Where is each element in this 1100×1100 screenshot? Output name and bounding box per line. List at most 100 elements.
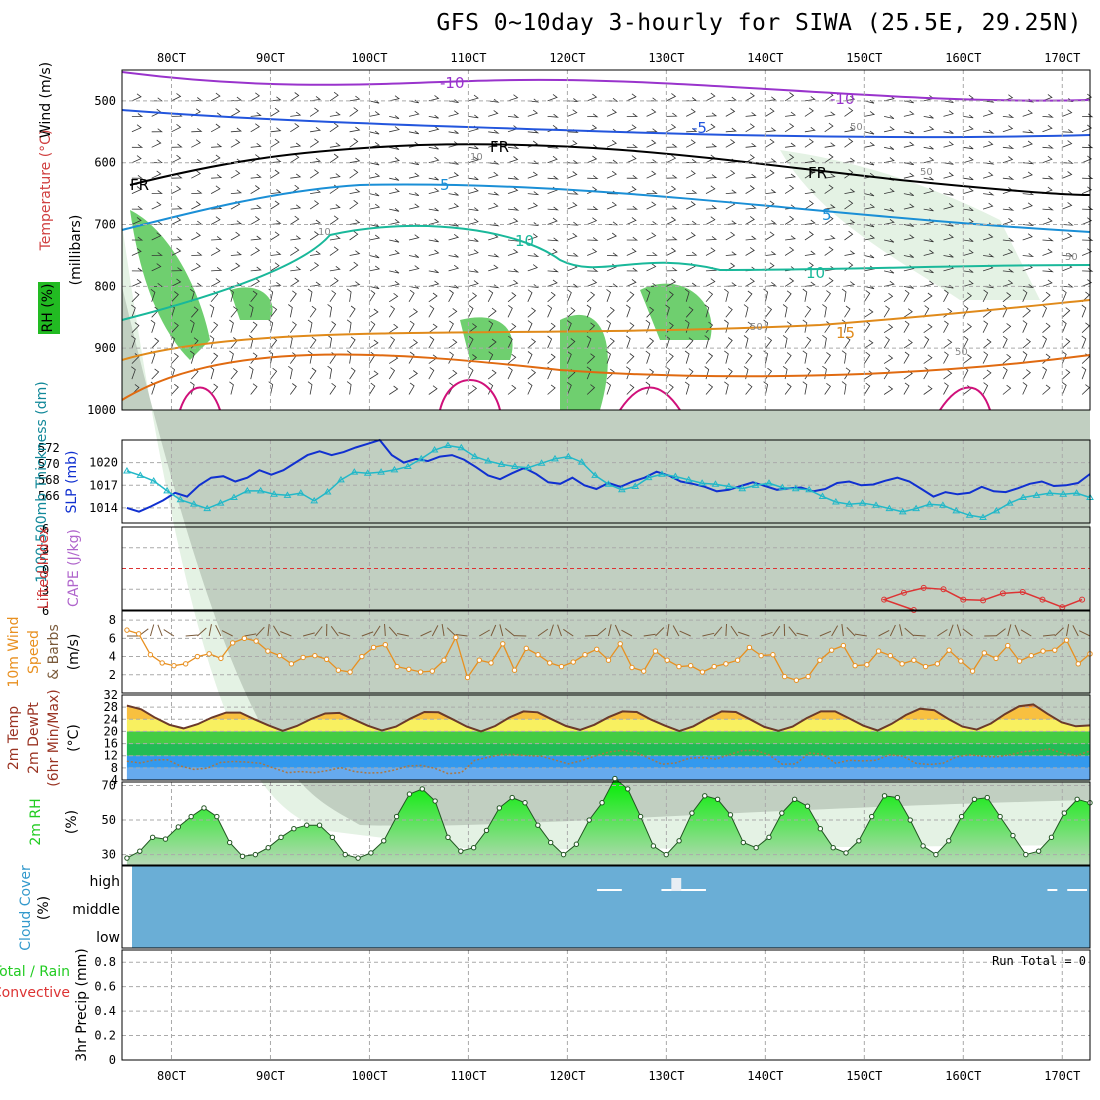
- wind-barb: [527, 129, 540, 134]
- wind-barb: [1081, 335, 1087, 349]
- wind-barb: [587, 279, 598, 287]
- wind-barb: [488, 264, 499, 272]
- wind-barb: [705, 92, 716, 102]
- wind-barb: [982, 110, 994, 117]
- wind-barb: [587, 248, 598, 256]
- rh2m-point: [419, 786, 425, 792]
- wind-barb: [428, 292, 438, 303]
- wind-barb: [625, 366, 631, 380]
- thickness-point: [885, 504, 894, 512]
- wind-barb: [1042, 248, 1053, 256]
- wind-speed-point: [699, 669, 706, 675]
- thickness-point: [751, 481, 760, 488]
- wind-barb: [131, 217, 142, 225]
- wind-barb: [884, 115, 895, 119]
- wind-barb: [782, 365, 788, 380]
- wind-barb: [883, 336, 890, 349]
- wind-barb: [250, 204, 262, 210]
- wind-speed-point: [594, 646, 600, 652]
- wind-barb: [373, 625, 381, 637]
- wind-barb: [547, 217, 558, 225]
- wind-barb: [468, 280, 479, 287]
- wind-barb: [903, 234, 915, 241]
- wind-barb: [725, 220, 737, 225]
- wind-barb: [397, 633, 409, 637]
- wind-barb: [547, 291, 556, 303]
- wind-barb: [963, 323, 972, 334]
- wind-barb: [189, 350, 195, 364]
- wind-barb: [250, 92, 261, 102]
- wind-barb: [982, 202, 994, 210]
- wind-barb: [943, 338, 953, 349]
- wind-barb: [468, 249, 479, 256]
- wind-barb: [408, 130, 420, 135]
- wind-barb: [487, 351, 494, 364]
- wind-barb: [672, 625, 680, 637]
- contour-10: [121, 224, 1091, 321]
- thickness-axis-label: 1000-500mb Thickness (dm): [34, 381, 50, 582]
- wind-barb: [131, 205, 144, 210]
- wind-barb: [329, 235, 341, 241]
- wind-barb: [567, 338, 576, 349]
- wind-barb: [982, 171, 994, 179]
- wind-barb: [822, 365, 827, 380]
- rh2m-point: [406, 791, 413, 797]
- contour-25: [179, 379, 991, 411]
- wind-speed-point: [805, 673, 811, 680]
- wind-barb: [487, 307, 497, 318]
- wind-barb: [1042, 353, 1051, 364]
- y-tick-label: 500: [94, 94, 116, 108]
- wind-speed-point: [558, 663, 565, 670]
- wind-barb: [943, 308, 953, 318]
- wind-barb: [504, 628, 515, 637]
- wind-barb: [428, 336, 435, 349]
- wind-barb: [448, 284, 459, 289]
- wind-barb: [289, 352, 297, 364]
- wind-speed-point: [817, 657, 823, 663]
- wind-barb: [1081, 155, 1093, 164]
- wind-barb: [725, 306, 733, 318]
- wind-speed-point: [676, 663, 682, 670]
- thickness-point: [818, 492, 827, 499]
- thickness-point: [270, 490, 278, 497]
- wind-barb: [1022, 369, 1031, 380]
- wind-barb: [309, 231, 320, 241]
- wind-barb: [488, 98, 500, 103]
- wind-barb: [844, 230, 854, 241]
- thickness-point: [163, 486, 171, 494]
- wind-barb: [567, 320, 572, 333]
- wind-barb: [208, 624, 212, 637]
- wind-barb: [745, 290, 753, 303]
- wind-speed-point: [1016, 658, 1023, 664]
- rh2m-point: [830, 845, 836, 851]
- temp-tick-label: 20: [104, 724, 118, 738]
- wind-barb: [210, 92, 221, 102]
- wind-barb: [864, 254, 875, 259]
- wind-barb: [784, 215, 795, 225]
- wind-barb: [923, 187, 935, 194]
- wind-barb: [1082, 113, 1094, 118]
- rh2m-point: [149, 834, 156, 841]
- wind-barb: [903, 203, 915, 210]
- wind-barb: [349, 305, 356, 318]
- wind-barb: [369, 370, 379, 380]
- wind-speed-point: [1063, 637, 1070, 643]
- rh2m-point: [445, 834, 451, 841]
- wind-barb: [1042, 217, 1053, 225]
- contour-label: 10: [318, 227, 331, 238]
- wind-barb: [428, 305, 435, 318]
- wind-barb: [666, 624, 670, 637]
- wind-barb: [549, 624, 554, 637]
- thickness-point: [216, 499, 225, 506]
- wind-barb: [730, 625, 739, 637]
- wind-barb: [310, 96, 322, 102]
- wind-barb: [229, 288, 234, 302]
- wind-barb: [626, 217, 637, 225]
- wind-barb: [329, 246, 339, 256]
- cloud-tick-label: middle: [72, 902, 120, 918]
- wind-barb: [310, 126, 322, 133]
- wind-barb: [487, 338, 497, 349]
- wind-barb: [899, 624, 903, 637]
- wind-barb: [824, 382, 831, 395]
- contour-minus10: [121, 71, 1091, 102]
